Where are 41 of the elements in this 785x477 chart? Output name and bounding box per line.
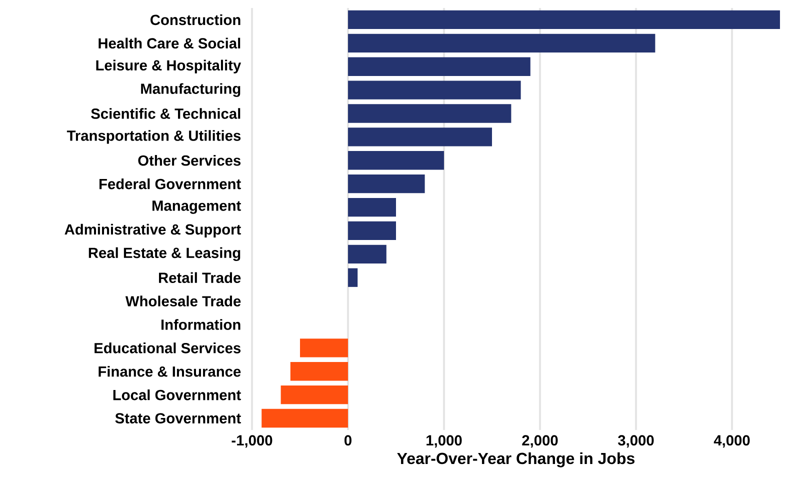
x-tick-label: 2,000 bbox=[522, 435, 558, 448]
x-axis-title: Year-Over-Year Change in Jobs bbox=[397, 452, 634, 468]
bar bbox=[348, 151, 444, 170]
y-tick-label: Transportation & Utilities bbox=[66, 130, 241, 144]
y-tick-label: Administrative & Support bbox=[64, 224, 241, 238]
y-tick-label: Educational Services bbox=[94, 342, 241, 354]
bar bbox=[348, 244, 386, 264]
y-tick-label: Local Government bbox=[113, 389, 241, 400]
y-tick-label: Manufacturing bbox=[141, 83, 240, 97]
bar bbox=[290, 362, 348, 381]
x-tick-label: 1,000 bbox=[426, 435, 462, 448]
bar bbox=[348, 221, 396, 240]
bar bbox=[348, 128, 492, 146]
x-tick-label: -1,000 bbox=[232, 435, 272, 448]
y-tick-label: Real Estate & Leasing bbox=[88, 247, 240, 262]
y-tick-label: Scientific & Technical bbox=[91, 108, 240, 119]
bar bbox=[348, 34, 656, 52]
y-tick-label: Construction bbox=[150, 14, 240, 26]
bar bbox=[348, 80, 521, 100]
y-tick-label: Management bbox=[152, 200, 241, 214]
bar bbox=[348, 268, 358, 287]
bar bbox=[280, 385, 348, 404]
bar bbox=[348, 198, 396, 217]
bar bbox=[300, 338, 348, 358]
y-tick-label: Other Services bbox=[138, 155, 241, 166]
y-tick-label: State Government bbox=[115, 413, 241, 424]
x-tick-label: 4,000 bbox=[714, 435, 750, 448]
bar bbox=[348, 57, 530, 76]
y-tick-label: Retail Trade bbox=[159, 272, 241, 283]
y-tick-label: Finance & Insurance bbox=[98, 366, 241, 377]
y-tick-label: Health Care & Social bbox=[98, 38, 240, 49]
x-tick-label: 3,000 bbox=[618, 435, 654, 448]
y-tick-label: Leisure & Hospitality bbox=[96, 60, 242, 74]
y-tick-label: Federal Government bbox=[100, 178, 241, 190]
bar bbox=[348, 10, 780, 30]
y-tick-label: Information bbox=[161, 319, 240, 330]
bar bbox=[262, 408, 348, 428]
bar bbox=[348, 104, 512, 123]
bar bbox=[348, 174, 425, 194]
x-tick-label: 0 bbox=[344, 435, 352, 446]
y-tick-label: Wholesale Trade bbox=[125, 296, 241, 306]
